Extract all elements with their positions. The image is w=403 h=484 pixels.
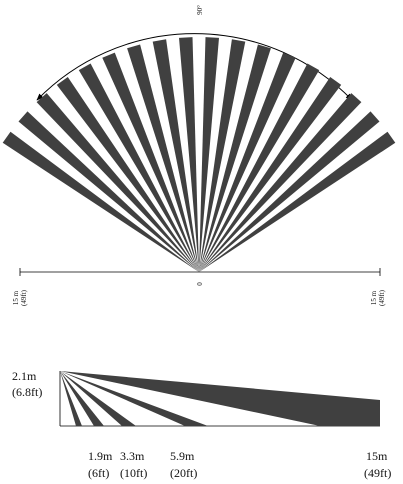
side-beam-nearest [60,371,82,426]
mount-height-ft-label: (6.8ft) [12,385,42,399]
beam-13 [199,52,296,272]
side-beam-5-9m [60,371,208,426]
beam-10 [199,37,219,272]
beam-11 [199,39,246,272]
beam-8 [152,39,199,272]
distance-5-9m: 5.9m [170,449,195,463]
coverage-angle-label-group: 90° [196,5,204,15]
right-range-label: 15 m (49ft) [370,289,386,306]
distance-1-9m-ft: (6ft) [88,466,109,480]
right-range-line2: (49ft) [378,289,386,306]
left-range-line1: 15 m [12,290,20,305]
origin-label: 0 [196,282,204,286]
side-beam-3-3m [60,371,136,426]
beam-18 [199,131,396,272]
beam-17 [199,111,380,273]
side-view: 2.1m (6.8ft) 1.9m (6ft) 3.3m (10ft) 5.9m… [12,369,391,480]
side-beam-far [60,371,380,426]
beam-12 [199,44,271,272]
beam-3 [36,93,199,272]
distance-3-3m-ft: (10ft) [120,466,147,480]
beam-4 [56,77,199,272]
beam-1 [2,131,200,272]
origin-label-group: 0 [196,282,204,286]
distance-15m-ft: (49ft) [364,466,391,480]
distance-3-3m: 3.3m [120,449,145,463]
distance-1-9m: 1.9m [88,449,113,463]
beam-14 [199,63,320,272]
top-view: 90° 0 15 m (49ft) 15 m (49ft) [2,5,396,306]
distance-15m: 15m [366,449,388,463]
beam-5 [78,63,199,272]
beam-2 [18,111,199,273]
mount-height-label: 2.1m [12,369,37,383]
beam-fan [2,37,396,273]
left-range-line2: (49ft) [20,289,28,306]
side-beam-1-9m [60,371,104,426]
distance-5-9m-ft: (20ft) [170,466,197,480]
left-range-label: 15 m (49ft) [12,289,28,306]
beam-15 [199,77,342,272]
coverage-angle-label: 90° [196,5,204,15]
beam-9 [179,37,199,272]
beam-16 [199,93,362,272]
right-range-line1: 15 m [370,290,378,305]
beam-6 [102,52,199,272]
beam-7 [127,44,199,272]
